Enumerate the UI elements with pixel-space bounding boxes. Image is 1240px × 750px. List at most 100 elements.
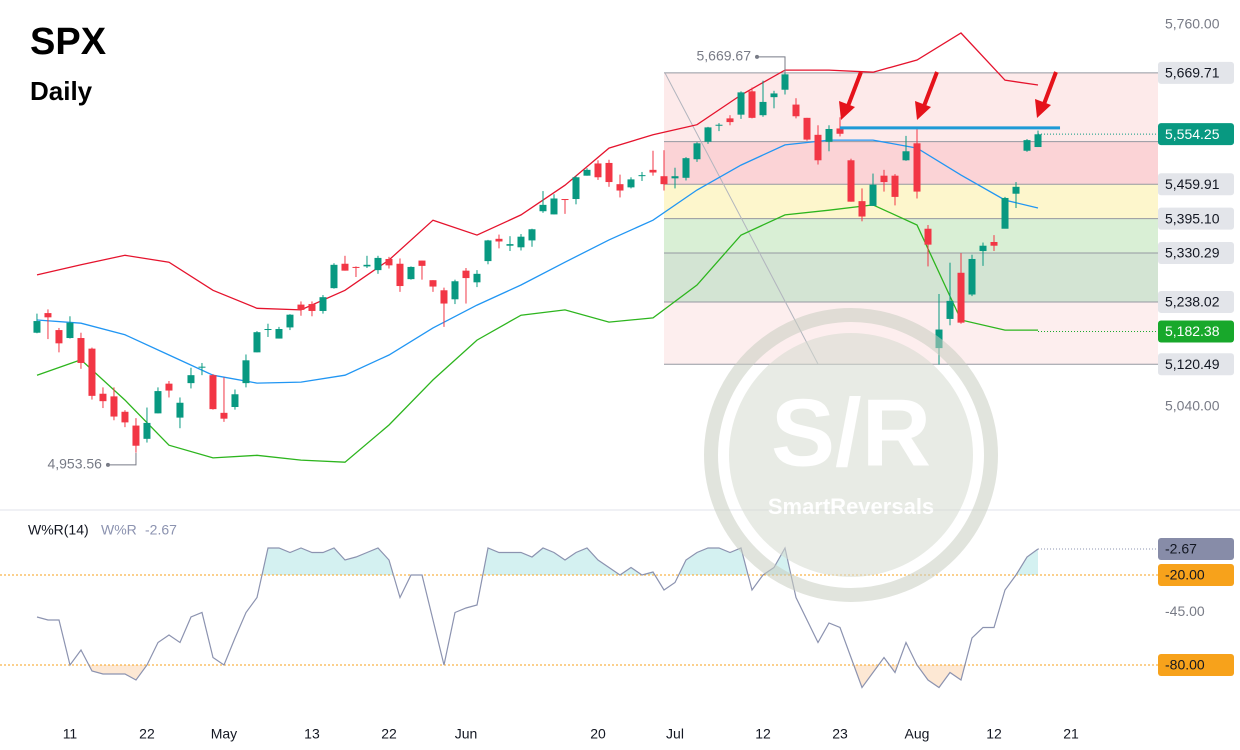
arrows bbox=[839, 71, 1058, 120]
candle-body bbox=[495, 238, 503, 242]
candle-body bbox=[924, 228, 932, 245]
watermark-logo: S/R bbox=[771, 379, 931, 486]
fib-zone bbox=[663, 72, 1158, 142]
annotation-text: 5,669.67 bbox=[697, 48, 752, 64]
candle-body bbox=[550, 198, 558, 215]
candle-body bbox=[275, 329, 283, 339]
candle-body bbox=[451, 281, 459, 300]
candle-body bbox=[671, 176, 679, 179]
candle-body bbox=[121, 411, 129, 423]
fib-zone bbox=[663, 252, 1158, 302]
candle-body bbox=[891, 175, 899, 197]
candle-body bbox=[1001, 197, 1009, 229]
candle-body bbox=[110, 396, 118, 417]
fib-level-label-box bbox=[1158, 290, 1234, 313]
fib-level-label: 5,120.49 bbox=[1165, 356, 1220, 372]
fib-zone bbox=[663, 218, 1158, 253]
watermark: S/R SmartReversals bbox=[704, 308, 998, 602]
candle-body bbox=[341, 263, 349, 271]
candle-body bbox=[561, 199, 569, 201]
candle-body bbox=[979, 245, 987, 252]
candle-body bbox=[990, 241, 998, 246]
candle-body bbox=[528, 229, 536, 241]
candle-body bbox=[396, 263, 404, 287]
candle-body bbox=[693, 143, 701, 160]
chart-subtitle: Daily bbox=[30, 76, 93, 106]
candle-body bbox=[319, 297, 327, 311]
candle-body bbox=[242, 360, 250, 384]
candle-body bbox=[704, 127, 712, 142]
fib-level-label-box bbox=[1158, 207, 1234, 230]
x-tick-label: 11 bbox=[63, 726, 78, 742]
last-value-label-box bbox=[1158, 538, 1234, 561]
candle-body bbox=[407, 266, 415, 280]
candle-body bbox=[220, 412, 228, 419]
candle-body bbox=[264, 329, 272, 331]
annotation-bracket bbox=[107, 452, 137, 466]
indicator-line bbox=[36, 546, 1039, 689]
price-label: 5,182.38 bbox=[1165, 323, 1220, 339]
candle-body bbox=[946, 300, 954, 319]
candle-body bbox=[627, 179, 635, 188]
y-tick-label: -80.00 bbox=[1165, 657, 1205, 673]
candle-body bbox=[748, 91, 756, 118]
candle-body bbox=[363, 264, 371, 267]
y-tick-label: 5,760.00 bbox=[1165, 16, 1220, 32]
arrow bbox=[922, 71, 939, 107]
watermark-disc bbox=[729, 333, 973, 577]
fib-level-label-box bbox=[1158, 61, 1234, 84]
y-tick-label: 5,040.00 bbox=[1165, 398, 1220, 414]
candle-body bbox=[1023, 140, 1031, 151]
candle-body bbox=[913, 143, 921, 192]
fib-level-label-box bbox=[1158, 241, 1234, 264]
candle-body bbox=[858, 201, 866, 217]
candle-body bbox=[715, 124, 723, 126]
watermark-brand: SmartReversals bbox=[768, 494, 934, 519]
candle-body bbox=[605, 162, 613, 183]
arrow bbox=[846, 71, 863, 107]
fib-diagonal bbox=[664, 72, 819, 365]
y-tick-label-box bbox=[1158, 564, 1234, 586]
candle-body bbox=[473, 273, 481, 283]
candle-body bbox=[165, 383, 173, 391]
candle-body bbox=[55, 330, 63, 344]
x-tick-label: 23 bbox=[832, 726, 848, 742]
candle-body bbox=[803, 117, 811, 140]
candle-body bbox=[1012, 186, 1020, 194]
annotation-dot bbox=[105, 462, 110, 467]
candle-body bbox=[209, 375, 217, 410]
candle-body bbox=[297, 304, 305, 310]
indicator-legend-name: W%R bbox=[101, 522, 137, 538]
candle-body bbox=[374, 257, 382, 271]
fib-level-label: 5,238.02 bbox=[1165, 294, 1220, 310]
candle-body bbox=[440, 290, 448, 304]
x-tick-label: Jul bbox=[666, 726, 684, 742]
zones bbox=[663, 72, 1158, 365]
candle-body bbox=[33, 321, 41, 333]
annotation-dot bbox=[755, 54, 760, 59]
arrow-head bbox=[915, 101, 931, 120]
candle-body bbox=[682, 158, 690, 178]
indicator-legend-value: -2.67 bbox=[145, 522, 177, 538]
candle-body bbox=[737, 92, 745, 115]
indicator-title: W%R(14) bbox=[28, 522, 89, 538]
candle-body bbox=[330, 264, 338, 289]
candle-body bbox=[198, 366, 206, 368]
x-tick-label: 13 bbox=[304, 726, 320, 742]
x-tick-label: 12 bbox=[755, 726, 771, 742]
fib-level-label: 5,330.29 bbox=[1165, 245, 1220, 261]
x-tick-label: 22 bbox=[381, 726, 397, 742]
fib-level-label: 5,395.10 bbox=[1165, 210, 1220, 226]
candle-body bbox=[187, 375, 195, 384]
fib-level-label: 5,459.91 bbox=[1165, 176, 1220, 192]
candle-body bbox=[968, 258, 976, 295]
arrow-head bbox=[1035, 99, 1051, 118]
plot: 5,669.71 5,459.91 5,395.10 5,330.29 5,238.02… bbox=[0, 16, 1234, 742]
y-tick-label-box bbox=[1158, 654, 1234, 676]
x-tick-label: May bbox=[211, 726, 237, 742]
candle-body bbox=[583, 169, 591, 176]
candle-body bbox=[770, 93, 778, 98]
candle-body bbox=[77, 338, 85, 363]
candle-body bbox=[836, 128, 844, 134]
